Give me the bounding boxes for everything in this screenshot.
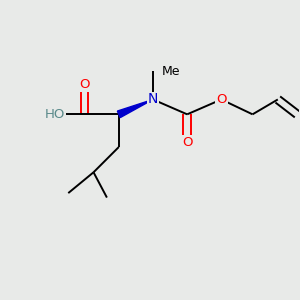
Text: O: O — [216, 93, 226, 106]
Polygon shape — [117, 100, 153, 118]
Text: O: O — [80, 78, 90, 91]
Text: O: O — [182, 136, 192, 149]
Text: Me: Me — [162, 65, 180, 78]
Text: HO: HO — [45, 108, 65, 121]
Text: N: N — [148, 92, 158, 106]
